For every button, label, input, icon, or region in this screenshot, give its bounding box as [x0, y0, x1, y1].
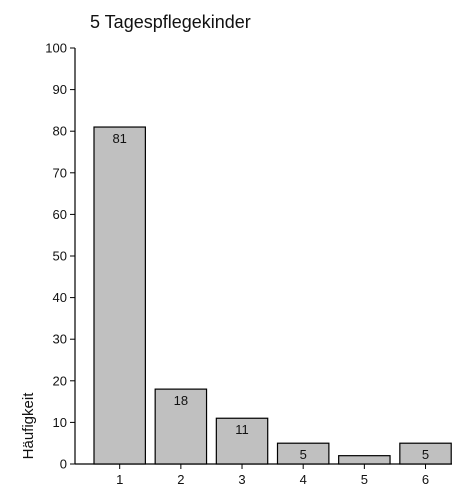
data-label-1: 81	[112, 131, 126, 146]
y-tick-label: 50	[53, 249, 67, 264]
bar-2	[154, 388, 208, 465]
y-tick-label: 90	[53, 82, 67, 97]
data-label-3: 11	[235, 422, 249, 437]
chart-title: 5 Tagespflegekinder	[90, 12, 251, 32]
x-tick-label: 1	[116, 472, 123, 486]
y-tick-label: 80	[53, 124, 67, 139]
x-tick-label: 6	[422, 472, 429, 486]
bar-4	[276, 442, 330, 465]
x-tick-label: 2	[177, 472, 184, 486]
y-tick-label: 70	[53, 165, 67, 180]
bars	[93, 126, 452, 465]
y-tick-label: 10	[53, 415, 67, 430]
data-label-2: 18	[174, 393, 188, 408]
y-tick-label: 0	[60, 457, 67, 472]
y-tick-label: 100	[45, 41, 67, 56]
y-tick-label: 20	[53, 373, 67, 388]
x-tick-label: 4	[300, 472, 307, 486]
data-label-6: 5	[422, 447, 429, 462]
bar-6	[399, 442, 452, 465]
bar-1	[93, 126, 146, 465]
y-axis-label: Häufigkeit	[20, 392, 37, 460]
y-tick-label: 30	[53, 332, 67, 347]
axes: 0 10 20 30 40 50 60 70 80 90 100 1 2 3 4 5 6	[45, 41, 452, 486]
data-labels: 81 18 11 5 5	[112, 131, 429, 462]
bar-3	[215, 417, 269, 465]
x-tick-label: 3	[238, 472, 245, 486]
data-label-4: 5	[300, 447, 307, 462]
x-tick-label: 5	[361, 472, 368, 486]
bar-5	[338, 455, 391, 465]
y-tick-label: 40	[53, 290, 67, 305]
y-tick-label: 60	[53, 207, 67, 222]
